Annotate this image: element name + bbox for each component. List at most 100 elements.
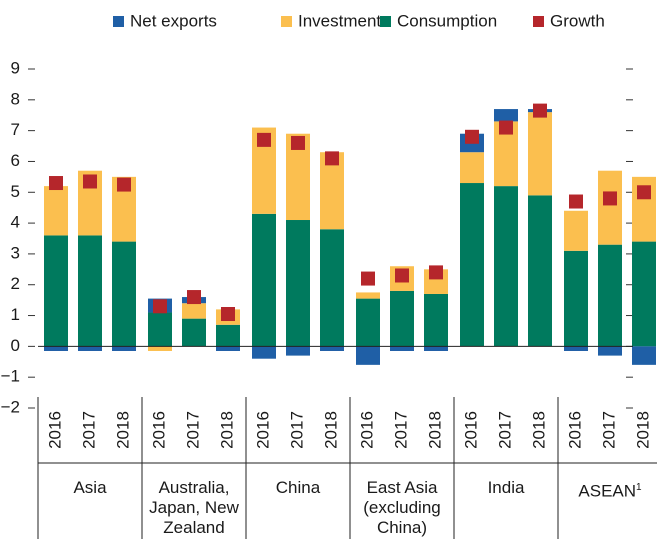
y-tick-label: 9	[11, 58, 20, 77]
bar-segment	[528, 195, 552, 347]
bar-segment	[356, 346, 380, 365]
growth-marker	[117, 177, 131, 192]
growth-marker	[499, 120, 513, 135]
group-label: Asia	[40, 478, 140, 498]
legend-swatch	[533, 16, 544, 27]
group-label-text: ASEAN	[578, 481, 637, 501]
growth-marker	[257, 132, 271, 147]
bar-segment	[528, 112, 552, 196]
growth-marker	[221, 307, 235, 322]
x-tick-label: 2017	[79, 411, 98, 449]
bar-segment	[494, 186, 518, 347]
x-tick-label: 2017	[599, 411, 618, 449]
legend-swatch	[281, 16, 292, 27]
growth-marker	[49, 176, 63, 191]
growth-marker	[395, 268, 409, 283]
y-tick-label: −1	[1, 367, 20, 386]
x-tick-label: 2017	[183, 411, 202, 449]
y-tick-label: 8	[11, 89, 20, 108]
y-tick-label: 6	[11, 151, 20, 170]
x-tick-label: 2018	[425, 411, 444, 449]
bar-segment	[216, 346, 240, 351]
legend-label: Growth	[550, 11, 605, 30]
growth-marker	[153, 299, 167, 314]
x-tick-label: 2016	[565, 411, 584, 449]
x-tick-label: 2017	[391, 411, 410, 449]
legend-label: Investment	[298, 11, 381, 30]
y-tick-label: −2	[1, 397, 20, 416]
x-tick-label: 2018	[633, 411, 652, 449]
bar-segment	[632, 241, 656, 347]
growth-marker	[429, 265, 443, 280]
y-tick-label: 3	[11, 243, 20, 262]
x-tick-label: 2016	[45, 411, 64, 449]
y-tick-label: 1	[11, 305, 20, 324]
bar-segment	[564, 346, 588, 351]
x-tick-label: 2016	[461, 411, 480, 449]
group-label: East Asia (excluding China)	[352, 478, 452, 538]
legend-swatch	[113, 16, 124, 27]
group-label: Australia, Japan, New Zealand	[144, 478, 244, 538]
bar-segment	[598, 170, 622, 245]
bar-segment	[252, 213, 276, 347]
bar-segment	[44, 235, 68, 347]
group-label: China	[248, 478, 348, 498]
bar-segment	[112, 241, 136, 347]
bar-segment	[424, 346, 448, 351]
bar-segment	[286, 346, 310, 356]
bar-segment	[148, 346, 172, 351]
bar-segment	[390, 346, 414, 351]
y-tick-label: 2	[11, 274, 20, 293]
x-tick-label: 2018	[113, 411, 132, 449]
bar-segment	[564, 250, 588, 347]
bar-segment	[460, 183, 484, 347]
legend-swatch	[380, 16, 391, 27]
group-label: India	[456, 478, 556, 498]
growth-marker	[83, 174, 97, 189]
bar-segment	[112, 346, 136, 351]
bar-segment	[320, 346, 344, 351]
bar-segment	[320, 229, 344, 347]
growth-marker	[291, 135, 305, 150]
y-tick-label: 5	[11, 182, 20, 201]
group-label-text: East Asia (excluding China)	[363, 478, 441, 537]
group-label-text: India	[487, 478, 525, 497]
bar-segment	[182, 318, 206, 347]
growth-marker	[637, 185, 651, 200]
bar-segment	[356, 298, 380, 347]
growth-marker	[187, 290, 201, 305]
y-tick-label: 7	[11, 120, 20, 139]
growth-marker	[569, 194, 583, 209]
bar-segment	[598, 244, 622, 347]
x-tick-label: 2017	[495, 411, 514, 449]
bar-segment	[182, 303, 206, 319]
group-label: ASEAN1	[560, 478, 657, 502]
group-label-text: Australia, Japan, New Zealand	[149, 478, 239, 537]
x-tick-label: 2018	[321, 411, 340, 449]
bar-segment	[424, 293, 448, 347]
x-tick-label: 2017	[287, 411, 306, 449]
group-label-text: China	[275, 478, 321, 497]
bar-segment	[44, 346, 68, 351]
bar-segment	[598, 346, 622, 356]
bar-segment	[632, 346, 656, 365]
x-tick-label: 2016	[357, 411, 376, 449]
bar-segment	[286, 220, 310, 347]
growth-marker	[361, 271, 375, 286]
x-tick-label: 2018	[217, 411, 236, 449]
bar-segment	[564, 210, 588, 251]
bar-segment	[78, 346, 102, 351]
bar-segment	[460, 152, 484, 184]
footnote-marker: 1	[636, 482, 642, 493]
growth-marker	[465, 129, 479, 144]
y-tick-label: 0	[11, 336, 20, 355]
bar-segment	[390, 290, 414, 347]
bar-segment	[148, 312, 172, 347]
legend-label: Consumption	[397, 11, 497, 30]
bar-segment	[356, 292, 380, 299]
bar-segment	[78, 235, 102, 347]
growth-marker	[603, 191, 617, 206]
y-tick-label: 4	[11, 213, 20, 232]
